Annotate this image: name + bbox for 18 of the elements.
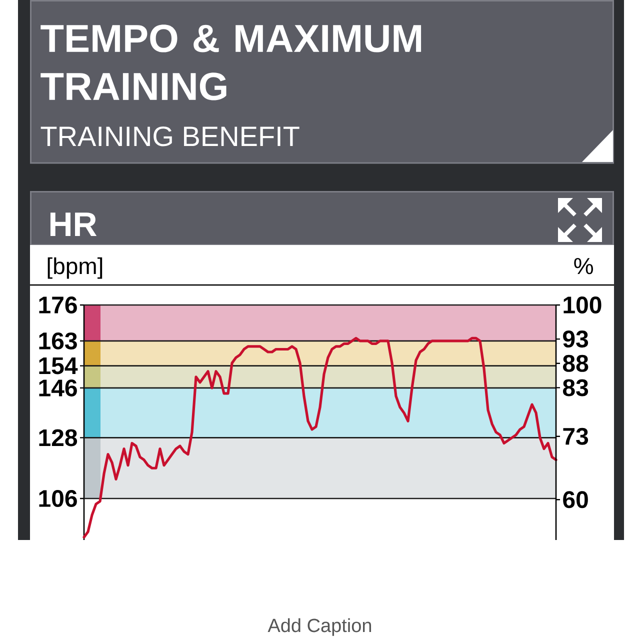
y2-tick-label: 93 [563, 330, 588, 348]
y-tick-label: 163 [39, 332, 77, 350]
y-tick-label: 106 [39, 490, 77, 508]
y2-tick-label: 83 [562, 379, 588, 396]
y2-tick-label: 88 [562, 354, 588, 372]
text: TRAINING BENEFIT [40, 126, 300, 146]
chart-title: HR [50, 212, 97, 236]
y-tick-label: 146 [39, 379, 77, 396]
y-tick-label: 176 [39, 296, 77, 314]
y2-tick-label: 60 [563, 491, 588, 508]
y2-tick-label: 73 [563, 428, 588, 445]
text: TEMPO & MAXIMUM TRAINING [40, 24, 422, 100]
y-tick-label: 128 [39, 429, 78, 446]
y2-tick-label: 100 [564, 296, 602, 314]
y-tick-label: 154 [39, 357, 78, 374]
y-axis-title: [bpm] [48, 257, 102, 279]
y2-axis-title: % [574, 258, 593, 274]
text: Add Caption [268, 618, 372, 636]
